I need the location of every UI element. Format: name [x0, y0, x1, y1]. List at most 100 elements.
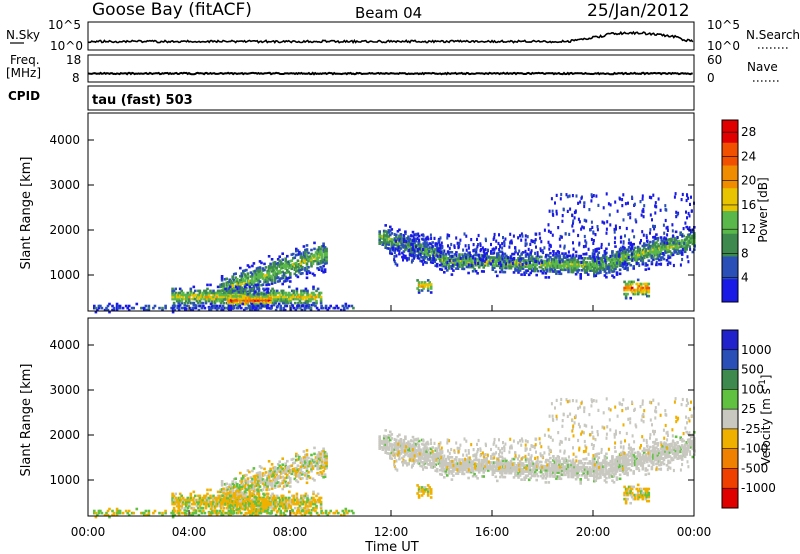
power-cell	[591, 225, 594, 229]
power-cell	[319, 251, 322, 255]
power-cell	[319, 297, 323, 301]
power-cell	[503, 258, 507, 262]
velocity-cell	[198, 494, 202, 498]
power-cell	[395, 241, 398, 245]
velocity-cell	[226, 508, 230, 511]
power-cell	[629, 257, 632, 261]
velocity-cell	[185, 509, 189, 513]
power-cell	[227, 308, 231, 312]
velocity-cell	[384, 445, 387, 448]
power-cell	[622, 241, 625, 245]
power-cell	[392, 242, 395, 246]
velocity-cell	[264, 500, 268, 503]
power-cell	[206, 283, 209, 287]
power-cell	[446, 269, 449, 272]
power-cell	[491, 264, 495, 267]
power-cell	[576, 270, 579, 274]
velocity-cell	[276, 475, 280, 478]
velocity-cell	[158, 511, 161, 515]
colorbar-tick-label: 20	[741, 174, 756, 188]
power-cell	[640, 288, 643, 292]
velocity-cell	[279, 466, 283, 469]
velocity-cell	[275, 494, 279, 498]
velocity-cell	[266, 492, 270, 496]
power-cell	[623, 267, 626, 270]
power-cell	[253, 308, 257, 312]
power-cell	[658, 246, 661, 250]
power-cell	[430, 236, 433, 240]
velocity-cell	[316, 459, 319, 463]
velocity-cell	[295, 458, 298, 462]
power-cell	[668, 250, 672, 253]
velocity-cell	[296, 474, 300, 478]
velocity-cell	[381, 448, 384, 451]
power-cell	[197, 297, 200, 301]
power-cell	[300, 289, 303, 293]
velocity-cell	[304, 453, 307, 457]
power-cell	[178, 295, 182, 299]
velocity-cell	[287, 481, 291, 485]
velocity-cell	[398, 439, 401, 443]
power-cell	[646, 286, 649, 290]
velocity-cell	[322, 465, 325, 469]
power-cell	[197, 304, 201, 308]
power-cell	[423, 261, 427, 264]
power-cell	[295, 268, 298, 271]
velocity-cell	[254, 502, 257, 505]
power-cell	[446, 256, 449, 260]
velocity-cell	[252, 498, 256, 501]
power-cell	[313, 247, 316, 251]
power-cell	[633, 292, 637, 296]
power-cell	[303, 308, 307, 312]
power-cell	[495, 239, 498, 243]
velocity-cell	[244, 498, 247, 502]
power-cell	[222, 286, 225, 290]
power-cell	[255, 299, 259, 302]
power-cell	[420, 237, 424, 241]
power-cell	[393, 241, 397, 244]
power-cell	[655, 237, 658, 240]
velocity-cell	[246, 506, 250, 509]
power-cell	[207, 291, 211, 295]
power-cell	[279, 304, 282, 308]
velocity-cell	[297, 509, 301, 513]
power-cell	[315, 289, 318, 293]
power-cell	[242, 279, 245, 283]
power-cell	[550, 197, 553, 201]
power-cell	[402, 250, 406, 253]
power-cell	[183, 293, 186, 297]
velocity-cell	[264, 485, 268, 488]
velocity-cell	[286, 482, 289, 485]
power-cell	[603, 274, 607, 277]
power-cell	[390, 240, 394, 243]
power-cell	[174, 293, 177, 297]
power-cell	[482, 256, 485, 261]
power-cell	[411, 230, 415, 234]
power-cell	[144, 308, 148, 312]
power-cell	[512, 263, 516, 266]
power-cell	[598, 260, 601, 264]
power-cell	[297, 297, 300, 301]
power-cell	[378, 234, 381, 237]
power-cell	[659, 246, 663, 249]
velocity-cell	[216, 502, 220, 506]
power-cell	[611, 254, 614, 257]
power-cell	[503, 243, 506, 248]
velocity-cell	[272, 496, 276, 500]
power-cell	[213, 297, 217, 301]
velocity-cell	[295, 454, 298, 458]
power-cell	[219, 297, 223, 301]
velocity-cell	[146, 513, 149, 517]
velocity-cell	[283, 513, 287, 517]
velocity-cell	[266, 478, 269, 482]
velocity-cell	[259, 507, 263, 511]
cpid-panel: CPID tau (fast) 503	[8, 85, 695, 111]
velocity-cell	[408, 449, 412, 452]
velocity-cell	[310, 465, 313, 469]
power-cell	[382, 231, 386, 235]
freq-tick-low: 8	[72, 71, 80, 85]
power-cell	[249, 281, 253, 284]
power-cell	[623, 288, 626, 292]
velocity-cell	[225, 502, 229, 506]
power-cell	[668, 238, 672, 241]
